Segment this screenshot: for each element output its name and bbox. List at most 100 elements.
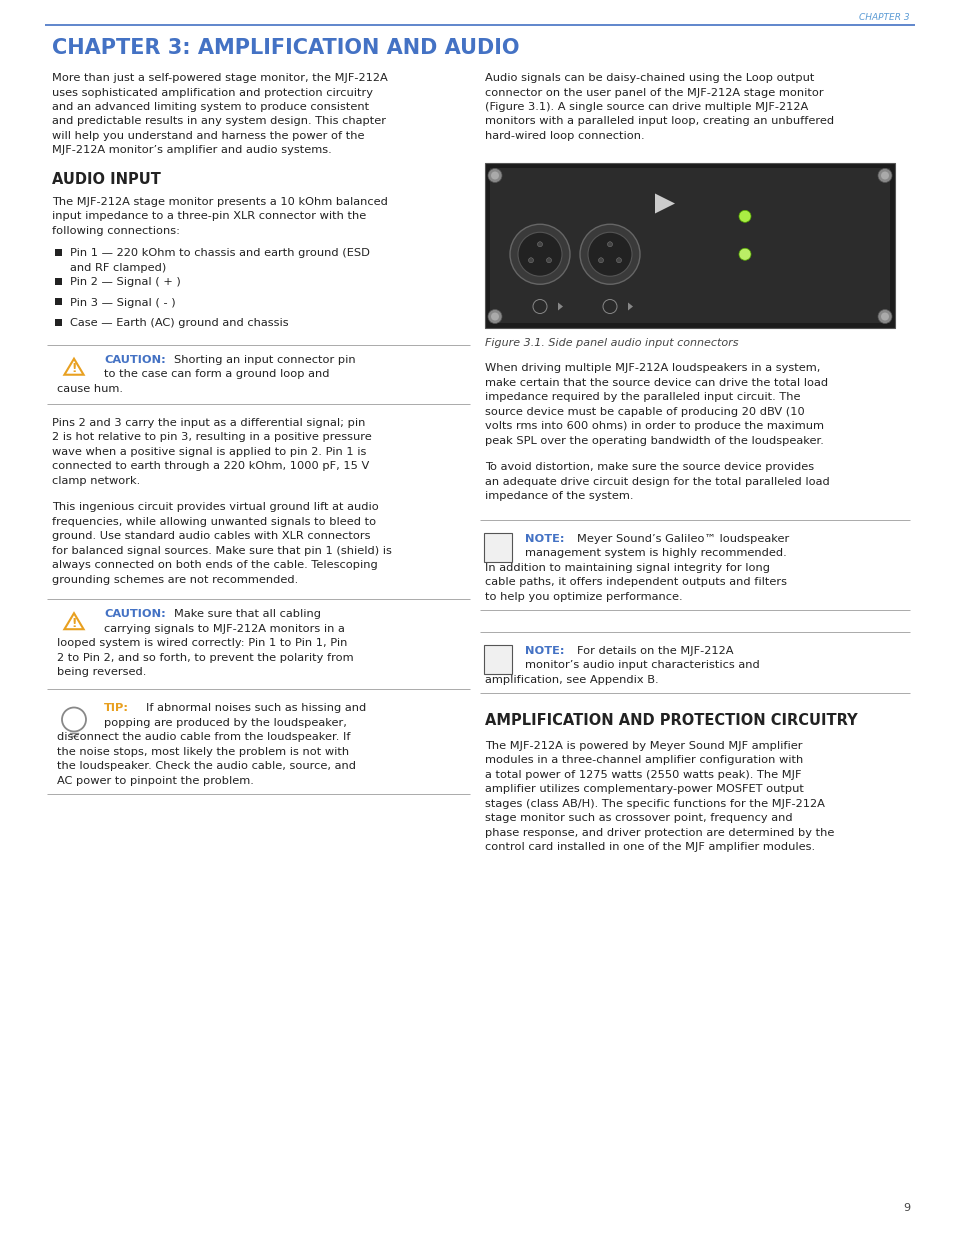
Text: Pin 1 — 220 kOhm to chassis and earth ground (ESD: Pin 1 — 220 kOhm to chassis and earth gr… xyxy=(70,248,370,258)
Circle shape xyxy=(528,258,533,263)
FancyBboxPatch shape xyxy=(484,163,894,329)
Text: ground. Use standard audio cables with XLR connectors: ground. Use standard audio cables with X… xyxy=(52,531,370,541)
Text: for balanced signal sources. Make sure that pin 1 (shield) is: for balanced signal sources. Make sure t… xyxy=(52,546,392,556)
Circle shape xyxy=(488,310,501,324)
Bar xyxy=(55,319,62,326)
Text: the loudspeaker. Check the audio cable, source, and: the loudspeaker. Check the audio cable, … xyxy=(57,762,355,772)
Text: disconnect the audio cable from the loudspeaker. If: disconnect the audio cable from the loud… xyxy=(57,732,350,742)
Text: (Figure 3.1). A single source can drive multiple MJF-212A: (Figure 3.1). A single source can drive … xyxy=(484,103,807,112)
Text: connected to earth through a 220 kOhm, 1000 pF, 15 V: connected to earth through a 220 kOhm, 1… xyxy=(52,462,369,472)
Text: TIP:: TIP: xyxy=(104,704,129,714)
Text: More than just a self-powered stage monitor, the MJF-212A: More than just a self-powered stage moni… xyxy=(52,73,387,83)
Text: always connected on both ends of the cable. Telescoping: always connected on both ends of the cab… xyxy=(52,561,377,571)
Text: Audio signals can be daisy-chained using the Loop output: Audio signals can be daisy-chained using… xyxy=(484,73,814,83)
Text: clamp network.: clamp network. xyxy=(52,475,140,487)
Text: Pin 3 — Signal ( - ): Pin 3 — Signal ( - ) xyxy=(70,298,175,308)
Text: and predictable results in any system design. This chapter: and predictable results in any system de… xyxy=(52,116,386,126)
Text: Pins 2 and 3 carry the input as a differential signal; pin: Pins 2 and 3 carry the input as a differ… xyxy=(52,417,365,429)
Text: When driving multiple MJF-212A loudspeakers in a system,: When driving multiple MJF-212A loudspeak… xyxy=(484,363,820,373)
Text: following connections:: following connections: xyxy=(52,226,180,236)
Text: an adequate drive circuit design for the total paralleled load: an adequate drive circuit design for the… xyxy=(484,477,829,487)
Text: frequencies, while allowing unwanted signals to bleed to: frequencies, while allowing unwanted sig… xyxy=(52,517,375,527)
Text: source device must be capable of producing 20 dBV (10: source device must be capable of produci… xyxy=(484,408,804,417)
Text: 2 to Pin 2, and so forth, to prevent the polarity from: 2 to Pin 2, and so forth, to prevent the… xyxy=(57,653,354,663)
Text: The MJF-212A stage monitor presents a 10 kOhm balanced: The MJF-212A stage monitor presents a 10… xyxy=(52,198,388,207)
Text: monitors with a paralleled input loop, creating an unbuffered: monitors with a paralleled input loop, c… xyxy=(484,116,833,126)
Text: Circuit: Circuit xyxy=(495,185,515,190)
Text: cable paths, it offers independent outputs and filters: cable paths, it offers independent outpu… xyxy=(484,578,786,588)
Circle shape xyxy=(880,172,888,179)
Circle shape xyxy=(491,172,498,179)
Circle shape xyxy=(598,258,603,263)
Text: CHAPTER 3: AMPLIFICATION AND AUDIO: CHAPTER 3: AMPLIFICATION AND AUDIO xyxy=(52,38,519,58)
Text: the noise stops, most likely the problem is not with: the noise stops, most likely the problem… xyxy=(57,747,349,757)
Text: to help you optimize performance.: to help you optimize performance. xyxy=(484,592,682,601)
Circle shape xyxy=(587,232,631,277)
Circle shape xyxy=(533,300,546,314)
Text: hard-wired loop connection.: hard-wired loop connection. xyxy=(484,131,644,141)
Circle shape xyxy=(579,225,639,284)
Text: MJF-212A monitor’s amplifier and audio systems.: MJF-212A monitor’s amplifier and audio s… xyxy=(52,146,332,156)
Text: CHAPTER 3: CHAPTER 3 xyxy=(859,14,909,22)
Text: Limit: Limit xyxy=(730,283,749,291)
Polygon shape xyxy=(655,194,675,214)
Text: This ingenious circuit provides virtual ground lift at audio: This ingenious circuit provides virtual … xyxy=(52,503,378,513)
Text: amplification, see Appendix B.: amplification, see Appendix B. xyxy=(484,676,658,685)
Text: to the case can form a ground loop and: to the case can form a ground loop and xyxy=(104,369,329,379)
Text: CAUTION:: CAUTION: xyxy=(104,610,166,620)
Text: stage monitor such as crossover point, frequency and: stage monitor such as crossover point, f… xyxy=(484,814,792,824)
Text: monitor’s audio input characteristics and: monitor’s audio input characteristics an… xyxy=(524,661,759,671)
Text: amplifier utilizes complementary-power MOSFET output: amplifier utilizes complementary-power M… xyxy=(484,784,803,794)
Text: If abnormal noises such as hissing and: If abnormal noises such as hissing and xyxy=(146,704,366,714)
Text: AC power to pinpoint the problem.: AC power to pinpoint the problem. xyxy=(57,776,253,785)
Text: Looping Audio Input: Looping Audio Input xyxy=(664,173,734,179)
Text: AMPLIFICATION AND PROTECTION CIRCUITRY: AMPLIFICATION AND PROTECTION CIRCUITRY xyxy=(484,713,857,727)
Text: impedance required by the paralleled input circuit. The: impedance required by the paralleled inp… xyxy=(484,393,800,403)
Circle shape xyxy=(739,210,750,222)
Text: will help you understand and harness the power of the: will help you understand and harness the… xyxy=(52,131,364,141)
Text: input impedance to a three-pin XLR connector with the: input impedance to a three-pin XLR conne… xyxy=(52,211,366,221)
Polygon shape xyxy=(627,303,633,310)
Text: volts rms into 600 ohms) in order to produce the maximum: volts rms into 600 ohms) in order to pro… xyxy=(484,421,823,431)
Circle shape xyxy=(510,225,569,284)
Text: To avoid distortion, make sure the source device provides: To avoid distortion, make sure the sourc… xyxy=(484,462,813,473)
Bar xyxy=(55,249,62,256)
Text: management system is highly recommended.: management system is highly recommended. xyxy=(524,548,786,558)
Text: connector on the user panel of the MJF-212A stage monitor: connector on the user panel of the MJF-2… xyxy=(484,88,822,98)
Text: and RF clamped): and RF clamped) xyxy=(70,263,166,273)
Circle shape xyxy=(488,168,501,183)
Text: and an advanced limiting system to produce consistent: and an advanced limiting system to produ… xyxy=(52,103,369,112)
Text: control card installed in one of the MJF amplifier modules.: control card installed in one of the MJF… xyxy=(484,842,814,852)
Text: The MJF-212A is powered by Meyer Sound MJF amplifier: The MJF-212A is powered by Meyer Sound M… xyxy=(484,741,801,751)
Text: Case
Earth /
Chassis: Case Earth / Chassis xyxy=(495,275,516,291)
FancyBboxPatch shape xyxy=(483,534,511,562)
Circle shape xyxy=(616,258,620,263)
Circle shape xyxy=(537,242,542,247)
Text: grounding schemes are not recommended.: grounding schemes are not recommended. xyxy=(52,576,298,585)
Text: stages (class AB/H). The specific functions for the MJF-212A: stages (class AB/H). The specific functi… xyxy=(484,799,824,809)
Text: peak SPL over the operating bandwidth of the loudspeaker.: peak SPL over the operating bandwidth of… xyxy=(484,436,823,446)
Circle shape xyxy=(491,312,498,321)
Text: On / Temp.: On / Temp. xyxy=(725,315,763,321)
Text: 10k Ω Balanced: 10k Ω Balanced xyxy=(664,185,720,191)
Text: wave when a positive signal is applied to pin 2. Pin 1 is: wave when a positive signal is applied t… xyxy=(52,447,366,457)
Text: Loop: Loop xyxy=(601,315,618,321)
Text: Case — Earth (AC) ground and chassis: Case — Earth (AC) ground and chassis xyxy=(70,319,289,329)
Text: Pin 2 — Signal ( + ): Pin 2 — Signal ( + ) xyxy=(70,278,180,288)
Text: carrying signals to MJF-212A monitors in a: carrying signals to MJF-212A monitors in… xyxy=(104,624,345,634)
FancyBboxPatch shape xyxy=(490,168,889,324)
Text: Meyer Sound’s Galileo™ loudspeaker: Meyer Sound’s Galileo™ loudspeaker xyxy=(577,534,788,543)
Text: !: ! xyxy=(71,618,76,630)
Text: 2 is hot relative to pin 3, resulting in a positive pressure: 2 is hot relative to pin 3, resulting in… xyxy=(52,432,372,442)
Text: modules in a three-channel amplifier configuration with: modules in a three-channel amplifier con… xyxy=(484,756,802,766)
Text: impedance of the system.: impedance of the system. xyxy=(484,492,633,501)
Circle shape xyxy=(517,232,561,277)
Circle shape xyxy=(546,258,551,263)
Text: In addition to maintaining signal integrity for long: In addition to maintaining signal integr… xyxy=(484,563,769,573)
Text: NOTE:: NOTE: xyxy=(524,646,564,656)
Text: i: i xyxy=(500,541,504,555)
Circle shape xyxy=(739,248,750,261)
Circle shape xyxy=(877,310,891,324)
Text: cause hum.: cause hum. xyxy=(57,384,123,394)
Text: GND  1: GND 1 xyxy=(495,173,517,179)
